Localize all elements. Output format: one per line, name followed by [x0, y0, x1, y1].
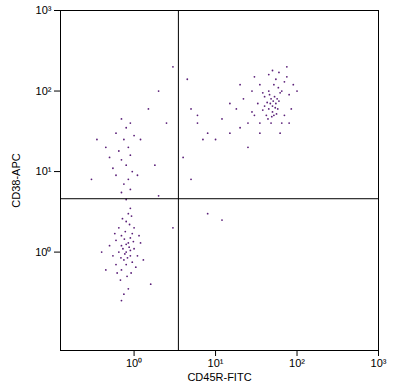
- svg-text:10³: 10³: [36, 4, 52, 16]
- svg-text:10⁰: 10⁰: [126, 357, 142, 369]
- svg-text:10³: 10³: [371, 357, 387, 369]
- svg-text:CD45R-FITC: CD45R-FITC: [187, 371, 251, 382]
- svg-text:10²: 10²: [36, 85, 52, 97]
- svg-text:10¹: 10¹: [36, 165, 52, 177]
- svg-text:10⁰: 10⁰: [35, 246, 51, 258]
- svg-text:CD38-APC: CD38-APC: [10, 153, 22, 207]
- svg-text:10¹: 10¹: [208, 357, 224, 369]
- svg-text:10²: 10²: [289, 357, 305, 369]
